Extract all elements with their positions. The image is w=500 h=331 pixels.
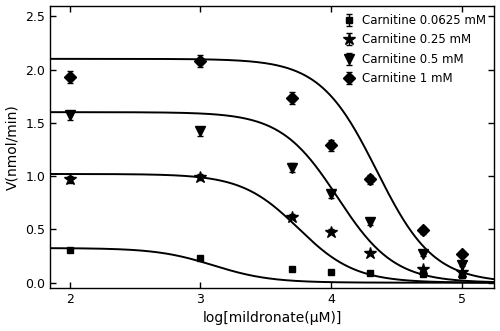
Legend: Carnitine 0.0625 mM, Carnitine 0.25 mM, Carnitine 0.5 mM, Carnitine 1 mM: Carnitine 0.0625 mM, Carnitine 0.25 mM, …: [340, 12, 488, 88]
X-axis label: log[mildronate(μM)]: log[mildronate(μM)]: [202, 311, 342, 325]
Y-axis label: V(nmol/min): V(nmol/min): [6, 104, 20, 190]
